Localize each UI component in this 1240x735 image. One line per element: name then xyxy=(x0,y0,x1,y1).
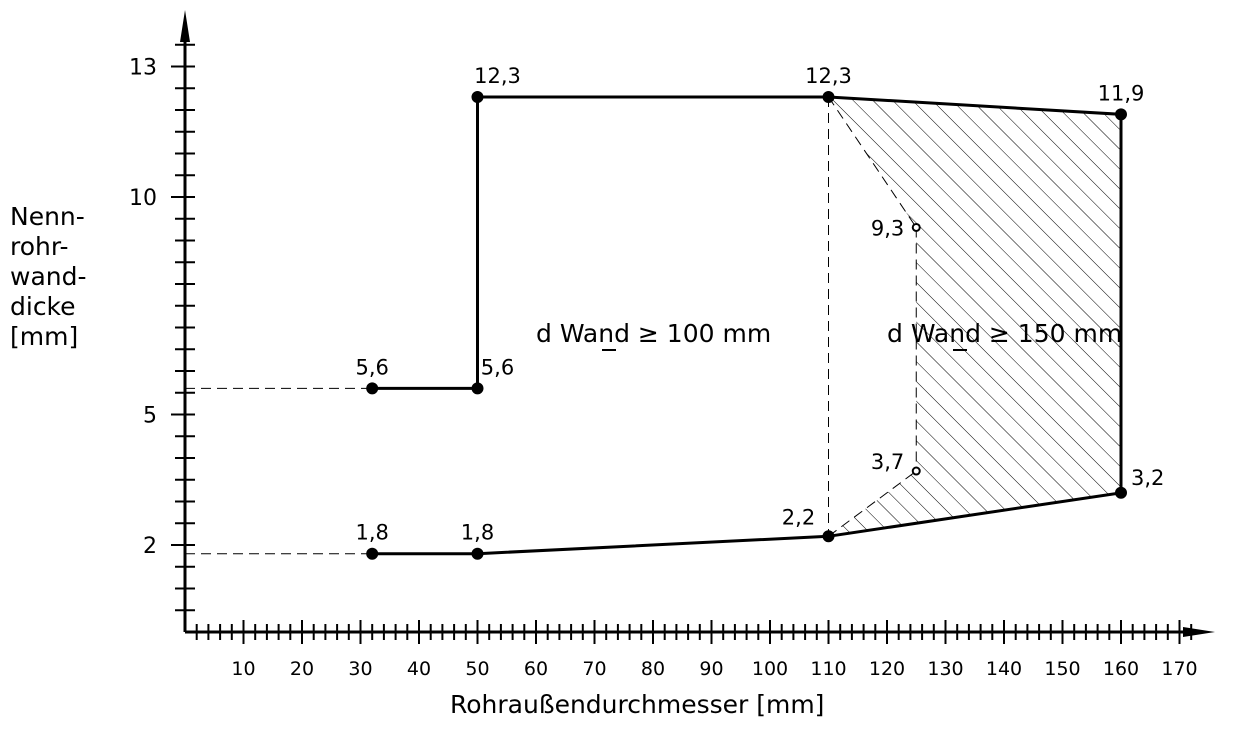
x-tick-label: 50 xyxy=(465,658,489,680)
data-point xyxy=(911,466,921,476)
x-tick-label: 40 xyxy=(407,658,431,680)
dashed-line-diagonal-lower xyxy=(828,470,917,537)
data-label: 3,7 xyxy=(871,450,904,474)
data-label: 5,6 xyxy=(481,355,514,379)
x-tick-label: 60 xyxy=(524,658,548,680)
x-tick-label: 140 xyxy=(986,658,1022,680)
data-label: 2,2 xyxy=(782,505,815,529)
dashed-line-diagonal-upper xyxy=(828,96,917,228)
data-point xyxy=(366,547,379,560)
x-tick-label: 80 xyxy=(641,658,665,680)
x-tick-label: 10 xyxy=(231,658,255,680)
data-point xyxy=(911,222,921,232)
y-tick-label: 10 xyxy=(129,186,157,211)
data-label: 12,3 xyxy=(474,64,521,88)
data-point xyxy=(822,90,835,103)
x-axis-arrow xyxy=(1183,627,1215,637)
data-label: 1,8 xyxy=(355,521,388,545)
x-tick-label: 160 xyxy=(1103,658,1139,680)
data-point xyxy=(366,382,379,395)
y-axis-label-line-2: rohr- xyxy=(10,232,69,261)
data-label: 12,3 xyxy=(805,64,852,88)
x-tick-label: 20 xyxy=(290,658,314,680)
y-axis-label-line-1: Nenn- xyxy=(10,202,85,231)
data-label: 5,6 xyxy=(355,355,388,379)
annotation-150mm: d Wand ≥ 150 mm xyxy=(887,319,1122,348)
y-axis-arrow xyxy=(180,10,190,42)
y-axis-label-line-3: wand- xyxy=(10,262,87,291)
data-point xyxy=(471,90,484,103)
data-point xyxy=(471,547,484,560)
x-tick-label: 130 xyxy=(927,658,963,680)
y-tick-label: 2 xyxy=(143,534,157,559)
y-axis-label-line-4: dicke xyxy=(10,292,76,321)
x-tick-label: 90 xyxy=(699,658,723,680)
annotation-100mm: d Wand ≥ 100 mm xyxy=(536,319,771,348)
y-tick-label: 13 xyxy=(129,56,157,81)
x-tick-label: 170 xyxy=(1161,658,1197,680)
x-tick-label: 100 xyxy=(752,658,788,680)
data-label: 1,8 xyxy=(461,521,494,545)
x-tick-label: 30 xyxy=(348,658,372,680)
y-axis-label-line-5: [mm] xyxy=(10,322,79,351)
axes: 10 20 30 40 50 60 70 80 90 100 110 120 130 140 150 160 1… xyxy=(129,10,1215,680)
data-label: 3,2 xyxy=(1131,466,1164,490)
data-point xyxy=(471,382,484,395)
data-label: 11,9 xyxy=(1098,81,1145,105)
x-tick-label: 70 xyxy=(582,658,606,680)
x-tick-label: 150 xyxy=(1044,658,1080,680)
x-tick-label: 120 xyxy=(869,658,905,680)
y-tick-label: 5 xyxy=(143,404,157,429)
data-point xyxy=(1115,108,1127,121)
data-point xyxy=(822,530,835,543)
data-point xyxy=(1115,486,1127,499)
x-tick-label: 110 xyxy=(810,658,846,680)
x-axis-title: Rohraußendurchmesser [mm] xyxy=(450,690,825,719)
hatched-region-150mm xyxy=(828,96,1121,537)
data-label: 9,3 xyxy=(871,216,904,240)
data-points: 5,6 5,6 12,3 12,3 11,9 3,2 2,2 1,8 1,8 9,3 3,7 xyxy=(355,64,1164,560)
dashed-lines xyxy=(185,96,917,555)
